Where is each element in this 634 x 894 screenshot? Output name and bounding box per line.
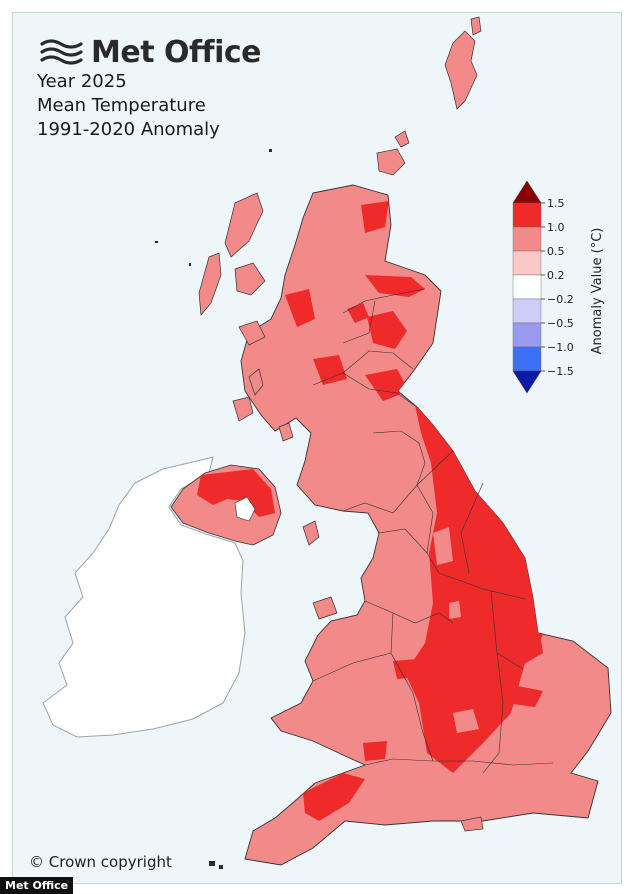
legend-band [512,226,542,252]
shetland-north [470,16,482,36]
colour-scale-legend: 1.5 1.0 0.5 0.2 −0.2 −0.5 −1.0 −1.5 Anomaly Val… [512,181,605,394]
warm-anomaly-zones [285,201,543,821]
islay [232,396,254,422]
legend-tick-label: −0.2 [547,293,574,306]
skye [234,262,266,296]
legend-tick-label: 1.0 [547,221,565,234]
title-year: Year 2025 [37,71,127,92]
legend-tick-label: 0.2 [547,269,565,282]
legend-tick-label: 1.5 [547,197,565,210]
outer-hebrides-lewis [224,192,264,258]
isle-of-wight [460,816,484,832]
title-baseline: 1991-2020 Anomaly [37,119,220,140]
shetland [444,30,478,110]
anglesey [312,596,338,620]
legend-band [512,322,542,348]
ireland-landmass [42,456,246,738]
uk-anomaly-map [42,16,612,869]
legend-band-above-max [512,181,542,204]
legend-tick-label: −0.5 [547,317,574,330]
northern-ireland [170,464,282,546]
orkney [376,148,406,176]
small-islets [155,149,272,869]
met-office-wave-logo-icon [40,38,83,65]
legend-band [512,202,542,228]
map-figure: Met Office Year 2025 Mean Temperature 19… [12,12,622,884]
title-variable: Mean Temperature [37,95,206,116]
legend-band-below-min [512,370,542,394]
jura [248,368,264,396]
lough-neagh [234,496,256,522]
legend-band [512,346,542,372]
brand: Met Office [39,35,262,70]
mull [238,320,266,346]
great-britain [240,184,612,866]
legend-band [512,274,542,300]
region-boundaries [312,288,554,774]
legend-band [512,250,542,276]
islands [198,16,484,832]
copyright-notice: © Crown copyright [29,853,172,871]
legend-title: Anomaly Value (°C) [590,228,605,355]
image-credit: Met Office [0,877,74,894]
legend-tick-label: −1.0 [547,341,574,354]
legend-band [512,298,542,324]
arran [278,422,294,442]
outer-hebrides-south [198,252,222,316]
legend-tick-label: 0.5 [547,245,565,258]
brand-name: Met Office [91,35,262,70]
isle-of-man [302,520,320,546]
legend-tick-label: −1.5 [547,365,574,378]
